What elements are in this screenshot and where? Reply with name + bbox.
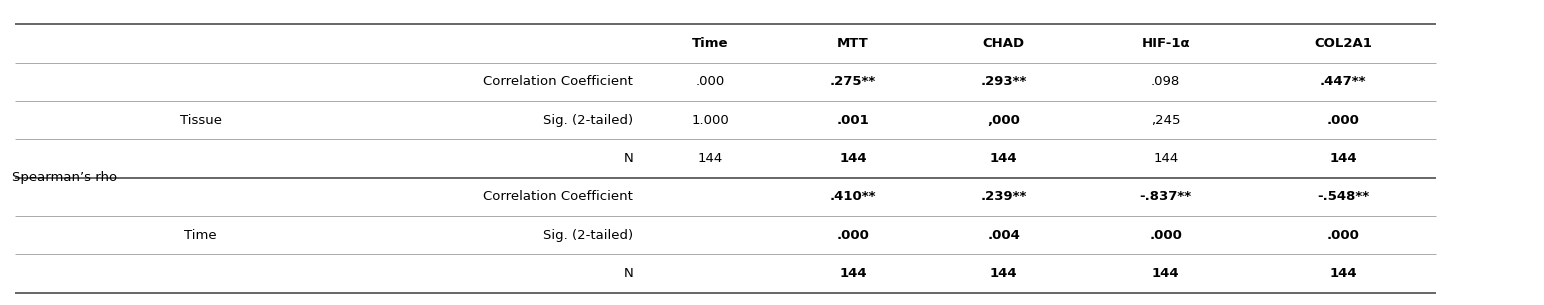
Text: 144: 144 <box>990 152 1017 165</box>
Text: .000: .000 <box>1326 114 1360 127</box>
Text: .000: .000 <box>696 75 724 88</box>
Text: .410**: .410** <box>829 190 877 203</box>
Text: 144: 144 <box>1329 152 1357 165</box>
Text: 1.000: 1.000 <box>692 114 729 127</box>
Text: Time: Time <box>184 229 218 242</box>
Text: 144: 144 <box>990 267 1017 280</box>
Text: .447**: .447** <box>1320 75 1366 88</box>
Text: -.548**: -.548** <box>1317 190 1370 203</box>
Text: Spearman’s rho: Spearman’s rho <box>12 171 117 184</box>
Text: 144: 144 <box>1153 152 1178 165</box>
Text: .000: .000 <box>837 229 869 242</box>
Text: 144: 144 <box>1152 267 1180 280</box>
Text: Correlation Coefficient: Correlation Coefficient <box>483 190 633 203</box>
Text: 144: 144 <box>698 152 723 165</box>
Text: CHAD: CHAD <box>982 37 1025 50</box>
Text: .004: .004 <box>987 229 1021 242</box>
Text: HIF-1α: HIF-1α <box>1141 37 1190 50</box>
Text: Time: Time <box>692 37 729 50</box>
Text: 144: 144 <box>1329 267 1357 280</box>
Text: 144: 144 <box>840 267 866 280</box>
Text: Correlation Coefficient: Correlation Coefficient <box>483 75 633 88</box>
Text: N: N <box>624 152 633 165</box>
Text: ,000: ,000 <box>987 114 1021 127</box>
Text: 144: 144 <box>840 152 866 165</box>
Text: .293**: .293** <box>980 75 1027 88</box>
Text: Sig. (2-tailed): Sig. (2-tailed) <box>543 114 633 127</box>
Text: .000: .000 <box>1149 229 1183 242</box>
Text: .275**: .275** <box>831 75 875 88</box>
Text: .000: .000 <box>1326 229 1360 242</box>
Text: Sig. (2-tailed): Sig. (2-tailed) <box>543 229 633 242</box>
Text: COL2A1: COL2A1 <box>1314 37 1373 50</box>
Text: -.837**: -.837** <box>1139 190 1192 203</box>
Text: Tissue: Tissue <box>179 114 222 127</box>
Text: .239**: .239** <box>980 190 1027 203</box>
Text: N: N <box>624 267 633 280</box>
Text: .098: .098 <box>1152 75 1180 88</box>
Text: .001: .001 <box>837 114 869 127</box>
Text: MTT: MTT <box>837 37 869 50</box>
Text: ,245: ,245 <box>1150 114 1181 127</box>
